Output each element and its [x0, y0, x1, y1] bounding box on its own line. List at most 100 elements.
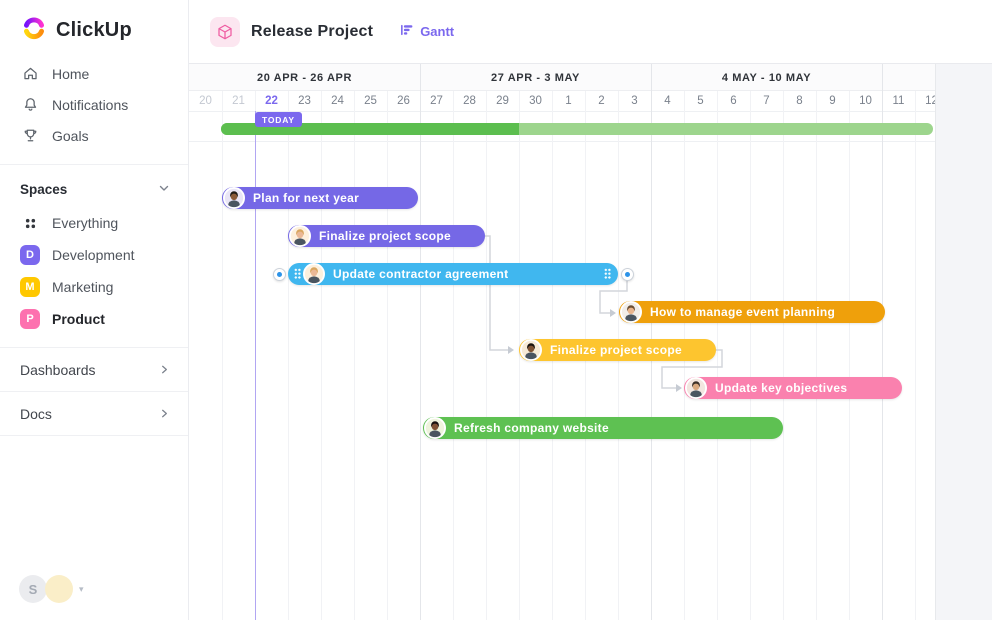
week-header: 27 APR - 3 MAY: [491, 71, 580, 84]
day-header: 9: [829, 95, 836, 107]
drag-handle-right[interactable]: [604, 268, 611, 279]
spaces-section-header[interactable]: Spaces: [0, 165, 188, 207]
assignee-avatar: [685, 377, 707, 399]
trophy-icon: [20, 126, 40, 146]
day-header: 21: [232, 95, 245, 107]
drag-handle-left[interactable]: [294, 268, 301, 279]
task-label: Update key objectives: [715, 381, 848, 395]
clickup-logo-icon: [20, 14, 48, 47]
sidebar-links: Dashboards Docs: [0, 348, 188, 436]
brand-name: ClickUp: [56, 18, 132, 41]
link-label: Docs: [20, 405, 52, 422]
day-header: 4: [664, 95, 671, 107]
task-label: Finalize project scope: [319, 229, 451, 243]
task-label: Finalize project scope: [550, 343, 682, 357]
gantt-task-bar[interactable]: Finalize project scope: [288, 225, 485, 247]
task-label: Plan for next year: [253, 191, 360, 205]
gantt-task-bar[interactable]: Refresh company website: [423, 417, 783, 439]
day-header: 11: [892, 95, 905, 107]
dependency-dot[interactable]: [620, 267, 634, 281]
day-header: 27: [430, 95, 443, 107]
tab-gantt-label: Gantt: [420, 24, 455, 39]
spaces-title: Spaces: [20, 181, 68, 197]
gantt-task-bar[interactable]: Update key objectives: [684, 377, 902, 399]
grid-line: [915, 91, 916, 620]
grid-line: [783, 91, 784, 620]
sidebar: ClickUp Home Notifications Goals Spaces Ev…: [0, 0, 189, 620]
week-header-row: [189, 64, 992, 91]
workspace-avatar[interactable]: S: [19, 575, 47, 603]
day-header: 7: [763, 95, 770, 107]
day-header: 12: [925, 95, 938, 107]
gantt-task-bar[interactable]: Finalize project scope: [519, 339, 716, 361]
user-avatar[interactable]: [45, 575, 73, 603]
off-range-area: [935, 64, 992, 620]
task-label: Update contractor agreement: [333, 267, 509, 281]
sidebar-item-label: Home: [52, 65, 90, 82]
sidebar-item-dashboards[interactable]: Dashboards: [0, 348, 188, 391]
grid-line: [321, 91, 322, 620]
sidebar-item-everything[interactable]: Everything: [0, 207, 188, 239]
sidebar-item-marketing[interactable]: M Marketing: [0, 271, 188, 303]
week-header: 20 APR - 26 APR: [257, 71, 352, 84]
space-label: Development: [52, 247, 135, 263]
divider: [0, 435, 188, 436]
sidebar-item-notifications[interactable]: Notifications: [0, 89, 188, 120]
assignee-avatar: [620, 301, 642, 323]
sidebar-item-docs[interactable]: Docs: [0, 392, 188, 435]
day-header: 6: [730, 95, 737, 107]
divider: [189, 111, 992, 112]
day-header: 25: [364, 95, 377, 107]
grid-line: [750, 91, 751, 620]
grid-icon: [20, 213, 40, 233]
main-area: Release Project Gantt 20 APR - 26 APR 27 …: [189, 0, 992, 620]
app-header: Release Project Gantt: [189, 0, 992, 63]
grid-line: [882, 64, 883, 620]
gantt-timeline: 20 APR - 26 APR 27 APR - 3 MAY 4 MAY - 10 …: [189, 63, 992, 620]
day-header: 10: [859, 95, 872, 107]
clickup-logo[interactable]: ClickUp: [0, 0, 188, 52]
chevron-down-icon: ▾: [79, 583, 84, 594]
space-label: Marketing: [52, 279, 114, 295]
day-header: 22: [265, 95, 278, 107]
day-header: 3: [631, 95, 638, 107]
grid-line: [453, 91, 454, 620]
gantt-task-bar[interactable]: How to manage event planning: [619, 301, 885, 323]
space-label: Everything: [52, 215, 119, 231]
grid-line: [849, 91, 850, 620]
day-header: 24: [331, 95, 344, 107]
gantt-task-bar[interactable]: Update contractor agreement: [288, 263, 618, 285]
divider: [0, 347, 188, 348]
home-icon: [20, 64, 40, 84]
grid-line: [288, 91, 289, 620]
user-chip[interactable]: S ▾: [19, 575, 84, 603]
sidebar-item-home[interactable]: Home: [0, 58, 188, 89]
day-header: 26: [397, 95, 410, 107]
assignee-avatar: [303, 263, 325, 285]
chevron-right-icon: [159, 362, 170, 378]
grid-line: [486, 91, 487, 620]
sidebar-item-development[interactable]: D Development: [0, 239, 188, 271]
sidebar-nav: Home Notifications Goals: [0, 58, 188, 151]
divider: [0, 391, 188, 392]
tab-gantt[interactable]: Gantt: [400, 23, 454, 40]
gantt-task-bar[interactable]: Plan for next year: [222, 187, 418, 209]
day-header: 28: [463, 95, 476, 107]
sidebar-item-label: Goals: [52, 127, 89, 144]
day-header: 20: [199, 95, 212, 107]
day-header: 29: [496, 95, 509, 107]
week-header: 4 MAY - 10 MAY: [721, 71, 812, 84]
sidebar-item-goals[interactable]: Goals: [0, 120, 188, 151]
assignee-avatar: [289, 225, 311, 247]
grid-line: [387, 91, 388, 620]
page-title: Release Project: [251, 22, 374, 40]
project-progress-bar: [221, 123, 933, 135]
today-line: [255, 111, 256, 620]
sidebar-item-product[interactable]: P Product: [0, 303, 188, 335]
divider: [0, 164, 188, 165]
space-label: Product: [52, 311, 105, 327]
gantt-icon: [400, 23, 414, 40]
day-header: 1: [565, 95, 572, 107]
dependency-dot[interactable]: [272, 267, 286, 281]
sidebar-item-label: Notifications: [52, 96, 129, 113]
